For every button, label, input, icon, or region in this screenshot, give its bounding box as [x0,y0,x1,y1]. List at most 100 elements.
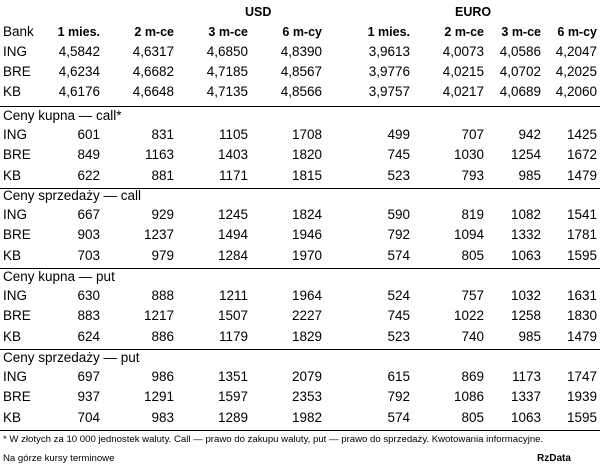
bank-name: ING [3,127,28,142]
cell: 1291 [143,389,174,405]
cell: 1 mies. [57,25,100,39]
bank-name: ING [3,369,28,384]
separator [0,188,600,189]
bank-name: BRE [3,64,31,79]
cell: 805 [461,247,484,263]
cell: 1597 [217,389,248,405]
cell: 1284 [217,247,248,263]
separator [0,268,600,269]
cell: 831 [151,127,174,142]
cell: 1708 [291,127,322,142]
bank-name: BRE [3,389,31,405]
cell: 4,6234 [58,64,100,79]
cell: 1030 [453,147,484,163]
footnote: * W złotych za 10 000 jednostek waluty. … [3,434,544,445]
cell: 1595 [566,247,597,263]
cell: 1939 [566,389,597,405]
separator [0,430,600,431]
cell: 4,0073 [442,44,484,59]
cell: 1082 [510,207,541,222]
cell: 523 [387,167,410,183]
cell: 2 m-ce [134,25,174,39]
cell: 1105 [218,127,248,142]
cell: 4,6648 [132,84,174,99]
cell: 3,9757 [368,84,410,99]
section-title: Ceny sprzedaży — call [3,188,142,203]
cell: 805 [461,409,484,425]
cell: 6 m-cy [282,25,322,39]
cell: 985 [518,328,541,344]
cell: 849 [77,147,100,163]
cell: 1507 [217,308,248,324]
bank-name: KB [3,247,22,263]
cell: 1824 [291,207,322,222]
cell: 1479 [566,328,597,344]
cell: 929 [151,207,174,222]
cell: 1829 [291,328,322,344]
cell: 1289 [217,409,248,425]
cell: 1815 [291,167,322,183]
cell: 1245 [217,207,248,222]
cell: 4,6317 [132,44,174,59]
separator [0,106,600,107]
cell: 1063 [510,409,541,425]
cell: 4,0689 [499,84,541,99]
cell: 986 [151,369,174,384]
cell: 4,8566 [280,84,322,99]
cell: 4,0702 [499,64,541,79]
cell: 524 [387,288,410,303]
cell: 2227 [291,308,322,324]
cell: 601 [77,127,100,142]
cell: 4,8567 [280,64,322,79]
cell: 1022 [453,308,484,324]
cell: 574 [387,409,410,425]
cell: 4,7185 [206,64,248,79]
cell: 1351 [217,369,248,384]
bank-name: KB [3,409,22,425]
column-header: Bank [3,24,34,39]
cell: 703 [77,247,100,263]
cell: 903 [77,227,100,243]
cell: 3,9613 [368,44,410,59]
cell: 869 [461,369,484,384]
cell: 624 [77,328,100,344]
cell: 886 [151,328,174,344]
cell: 622 [77,167,100,183]
cell: 4,5842 [58,44,100,59]
cell: 745 [387,308,410,324]
cell: 1830 [566,308,597,324]
cell: 745 [387,147,410,163]
bank-name: BRE [3,147,31,163]
cell: 1211 [218,288,248,303]
cell: 1946 [291,227,322,243]
cell: 792 [387,227,410,243]
cell: 1631 [566,288,597,303]
cell: 1 mies. [367,25,410,39]
cell: 1063 [510,247,541,263]
bank-name: KB [3,167,22,183]
separator [0,349,600,350]
cell: 1163 [144,147,174,163]
cell: 1479 [566,167,597,183]
cell: 4,2025 [555,64,597,79]
cell: 883 [77,308,100,324]
cell: 1595 [566,409,597,425]
cell: 3 m-ce [501,25,541,39]
bank-name: ING [3,288,28,303]
cell: 1237 [143,227,174,243]
cell: 4,6850 [206,44,248,59]
bank-name: BRE [3,227,31,243]
cell: 819 [461,207,484,222]
cell: 4,8390 [280,44,322,59]
cell: 1425 [566,127,597,142]
cell: 1171 [218,167,248,183]
cell: 4,0586 [499,44,541,59]
cell: 4,6176 [58,84,100,99]
cell: 1086 [453,389,484,405]
cell: 615 [387,369,410,384]
cell: 704 [77,409,100,425]
cell: 1332 [510,227,541,243]
cell: 740 [461,328,484,344]
cell: 590 [387,207,410,222]
